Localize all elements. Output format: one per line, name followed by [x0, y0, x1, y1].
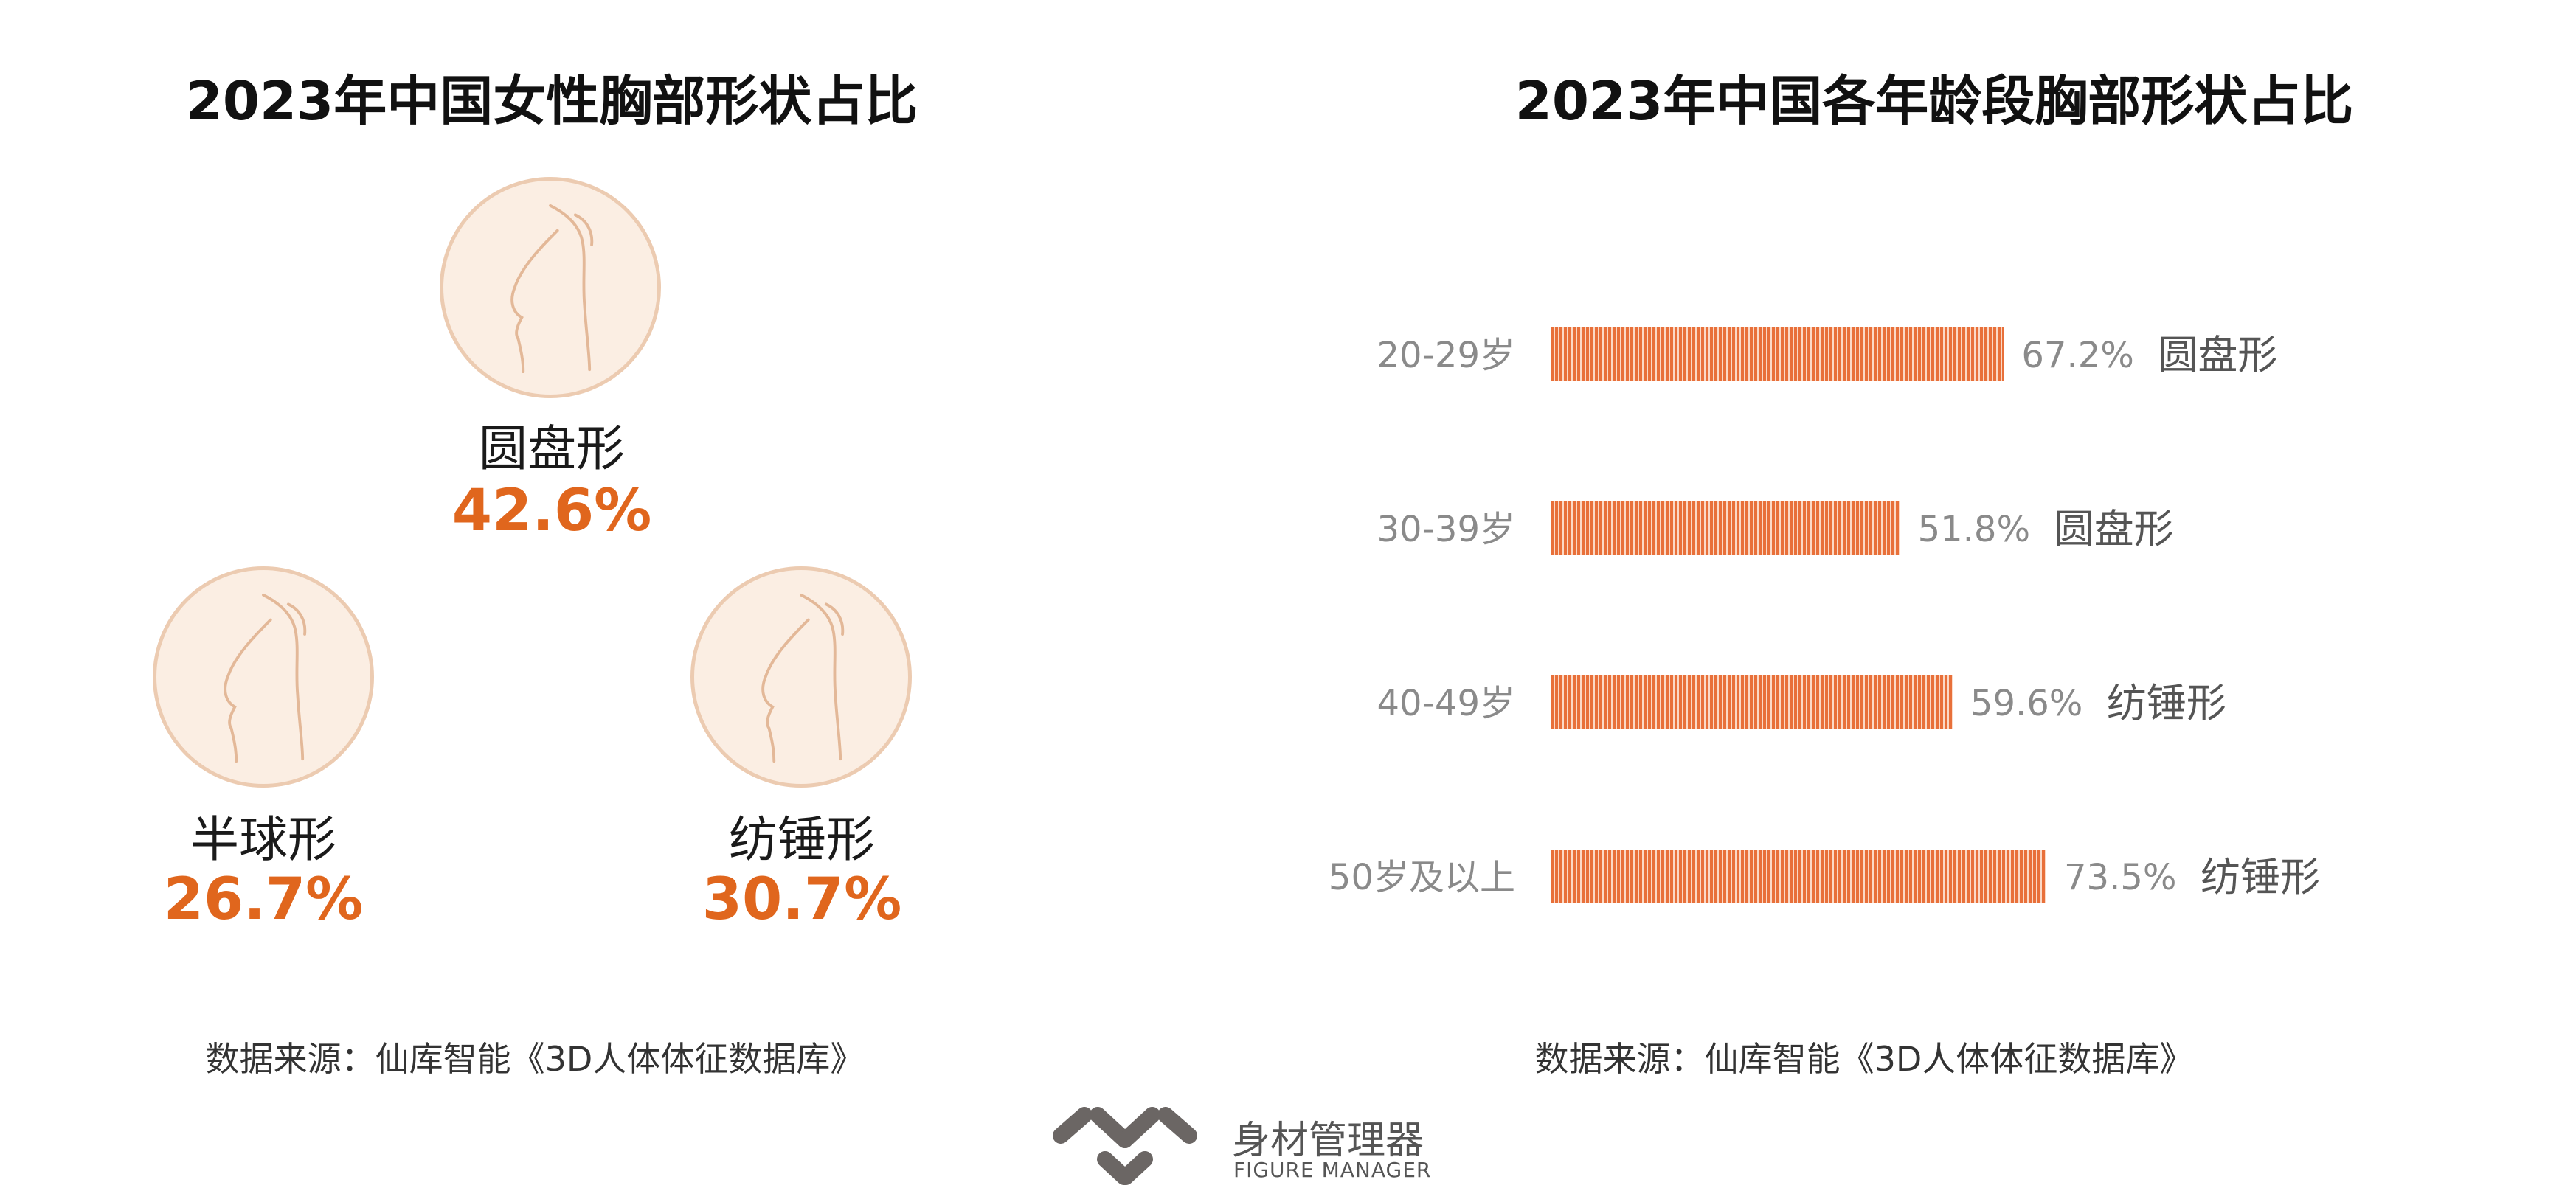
- bar-value-label: 51.8%: [1918, 509, 2030, 550]
- age-group-label: 20-29岁: [1377, 335, 1515, 376]
- figure-manager-logo-icon: [1053, 1107, 1197, 1185]
- breast-profile-icon: [153, 566, 374, 788]
- brand-name: 身材管理器: [1232, 1119, 1424, 1163]
- bar-shape-label: 圆盘形: [2054, 506, 2174, 552]
- bar-shape-label: 纺锤形: [2201, 854, 2320, 900]
- shape-percent-2: 26.7%: [163, 866, 364, 933]
- shape-percent-1: 42.6%: [451, 478, 652, 544]
- left-data-source: 数据来源：仙库智能《3D人体体征数据库》: [205, 1039, 865, 1079]
- bar: [1551, 501, 1900, 555]
- breast-profile-icon: [690, 566, 912, 788]
- bar: [1551, 850, 2046, 903]
- left-chart-title: 2023年中国女性胸部形状占比: [185, 70, 918, 132]
- bar-value-label: 73.5%: [2064, 857, 2176, 898]
- shape-name-3: 纺锤形: [729, 811, 875, 868]
- shape-name-2: 半球形: [190, 811, 336, 868]
- right-data-source: 数据来源：仙库智能《3D人体体征数据库》: [1534, 1039, 2194, 1079]
- bar-value-label: 67.2%: [2021, 335, 2133, 376]
- bar-value-label: 59.6%: [1970, 683, 2082, 724]
- bar-shape-label: 圆盘形: [2158, 332, 2277, 378]
- age-group-label: 50岁及以上: [1329, 857, 1515, 898]
- right-chart-title: 2023年中国各年龄段胸部形状占比: [1514, 70, 2354, 132]
- bar: [1551, 327, 2004, 381]
- shape-name-1: 圆盘形: [479, 420, 625, 477]
- brand-block: 身材管理器 FIGURE MANAGER: [1048, 1106, 1431, 1188]
- shape-percent-3: 30.7%: [702, 866, 902, 933]
- bar-shape-label: 纺锤形: [2107, 680, 2226, 726]
- brand-subtitle: FIGURE MANAGER: [1233, 1158, 1432, 1182]
- bar: [1551, 675, 1953, 729]
- age-group-label: 40-49岁: [1377, 683, 1515, 724]
- age-group-label: 30-39岁: [1377, 509, 1515, 550]
- age-shape-bar-chart: 20-29岁 67.2% 圆盘形 30-39岁 51.8% 圆盘形 40-49岁 59.6% 纺…: [1329, 327, 2320, 903]
- breast-profile-icon: [440, 177, 661, 398]
